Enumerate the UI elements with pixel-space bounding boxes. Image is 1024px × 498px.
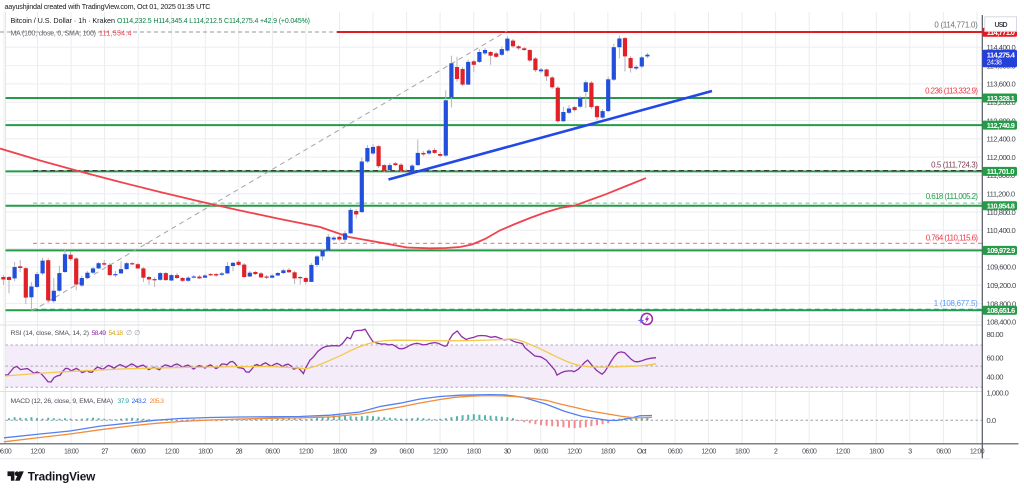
svg-text:12:00: 12:00 <box>970 449 985 456</box>
svg-text:108,800.0: 108,800.0 <box>987 299 1017 308</box>
svg-text:1 (108,677.5): 1 (108,677.5) <box>934 299 978 308</box>
svg-text:18:00: 18:00 <box>198 449 213 456</box>
svg-text:0 (114,771.0): 0 (114,771.0) <box>934 20 978 29</box>
svg-text:0.764 (110,115.6): 0.764 (110,115.6) <box>926 234 979 243</box>
svg-text:109,200.0: 109,200.0 <box>987 281 1017 290</box>
svg-text:06:00: 06:00 <box>265 449 280 456</box>
svg-text:58.49: 58.49 <box>92 330 107 337</box>
svg-text:114,400.0: 114,400.0 <box>987 43 1016 52</box>
svg-text:112,400.0: 112,400.0 <box>987 135 1016 144</box>
svg-text:18:00: 18:00 <box>332 449 347 456</box>
svg-text:USD: USD <box>995 22 1008 29</box>
svg-text:29: 29 <box>370 449 377 456</box>
svg-text:0.0: 0.0 <box>987 416 996 425</box>
svg-text:18:00: 18:00 <box>64 449 79 456</box>
svg-text:30: 30 <box>504 449 511 456</box>
svg-text:109,600.0: 109,600.0 <box>987 263 1017 272</box>
svg-text:110,954.8: 110,954.8 <box>987 202 1015 211</box>
svg-text:12:00: 12:00 <box>165 449 180 456</box>
svg-text:110,400.0: 110,400.0 <box>987 226 1016 235</box>
svg-text:114,275.4: 114,275.4 <box>987 51 1016 60</box>
svg-text:12:00: 12:00 <box>701 449 716 456</box>
svg-text:06:00: 06:00 <box>802 449 817 456</box>
svg-text:0.5 (111,724.3): 0.5 (111,724.3) <box>931 160 978 169</box>
svg-text:28: 28 <box>236 449 243 456</box>
svg-text:111,554.4: 111,554.4 <box>99 31 132 38</box>
svg-text:40.00: 40.00 <box>987 373 1004 382</box>
svg-text:205.3: 205.3 <box>150 398 165 405</box>
svg-text:aayushjindal created with Trad: aayushjindal created with TradingView.co… <box>5 2 211 11</box>
svg-text:108,651.6: 108,651.6 <box>987 306 1015 315</box>
svg-text:12:00: 12:00 <box>299 449 314 456</box>
svg-text:114,771.0: 114,771.0 <box>987 28 1015 37</box>
svg-text:111,200.0: 111,200.0 <box>987 190 1015 199</box>
svg-text:80.00: 80.00 <box>987 330 1004 339</box>
svg-text:06:00: 06:00 <box>400 449 415 456</box>
svg-text:06:00: 06:00 <box>131 449 146 456</box>
svg-text:Bitcoin / U.S. Dollar · 1h · K: Bitcoin / U.S. Dollar · 1h · Kraken <box>11 16 116 25</box>
svg-text:MACD (12, 26, close, 9, EMA, E: MACD (12, 26, close, 9, EMA, EMA) <box>11 398 114 405</box>
svg-text:12:00: 12:00 <box>567 449 582 456</box>
svg-text:243.2: 243.2 <box>132 398 147 405</box>
svg-text:37.9: 37.9 <box>118 398 130 405</box>
svg-text:06:00: 06:00 <box>936 449 951 456</box>
svg-text:O114,232.5 H114,345.4 L114,212: O114,232.5 H114,345.4 L114,212.5 C114,27… <box>117 18 310 25</box>
svg-text:MA (100, close, 0, SMA, 100): MA (100, close, 0, SMA, 100) <box>11 31 97 38</box>
svg-text:RSI (14, close, SMA, 14, 2): RSI (14, close, SMA, 14, 2) <box>11 330 90 337</box>
svg-text:18:00: 18:00 <box>735 449 750 456</box>
svg-text:Oct: Oct <box>637 449 647 456</box>
svg-text:0.618 (111,005.2): 0.618 (111,005.2) <box>926 192 979 201</box>
svg-text:113,600.0: 113,600.0 <box>987 80 1016 89</box>
svg-text:112,000.0: 112,000.0 <box>987 153 1016 162</box>
svg-text:108,400.0: 108,400.0 <box>987 318 1017 327</box>
svg-text:54.18: 54.18 <box>109 330 124 337</box>
svg-text:06:00: 06:00 <box>534 449 549 456</box>
svg-text:∅ ∅: ∅ ∅ <box>126 330 140 337</box>
svg-text:12:00: 12:00 <box>30 449 45 456</box>
svg-text:1,000.0: 1,000.0 <box>987 388 1009 397</box>
svg-text:60.00: 60.00 <box>987 353 1004 362</box>
svg-text:27: 27 <box>101 449 108 456</box>
svg-text:TradingView: TradingView <box>28 469 96 483</box>
svg-text:06:00: 06:00 <box>0 449 12 456</box>
svg-text:0.236 (113,332.9): 0.236 (113,332.9) <box>925 86 978 95</box>
svg-text:3: 3 <box>908 449 912 456</box>
svg-text:110,800.0: 110,800.0 <box>987 208 1016 217</box>
svg-text:111,701.0: 111,701.0 <box>987 167 1015 176</box>
svg-text:06:00: 06:00 <box>668 449 683 456</box>
svg-text:18:00: 18:00 <box>601 449 616 456</box>
svg-text:113,328.1: 113,328.1 <box>987 94 1015 103</box>
svg-text:2: 2 <box>774 449 778 456</box>
svg-text:12:00: 12:00 <box>433 449 448 456</box>
svg-text:109,972.9: 109,972.9 <box>987 246 1015 255</box>
svg-text:12:00: 12:00 <box>836 449 851 456</box>
svg-text:18:00: 18:00 <box>467 449 482 456</box>
svg-text:24:38: 24:38 <box>987 60 1002 67</box>
svg-text:112,740.9: 112,740.9 <box>987 121 1015 130</box>
svg-text:18:00: 18:00 <box>869 449 884 456</box>
